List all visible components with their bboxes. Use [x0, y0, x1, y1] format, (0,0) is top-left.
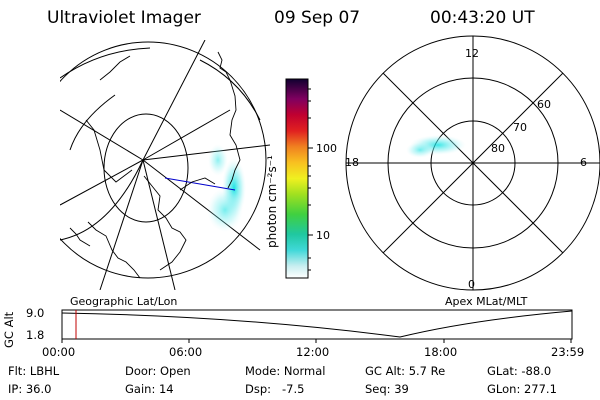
apex-caption: Apex MLat/MLT [445, 295, 528, 308]
latitude-circle [103, 113, 189, 223]
mlt-label-0: 0 [468, 278, 475, 291]
status-mode: Mode: Normal [245, 364, 326, 378]
colorbar-unit-label: photon cm⁻²s⁻¹ [265, 155, 279, 248]
status-seq: Seq: 39 [365, 382, 409, 396]
track-xtick: 12:00 [296, 345, 330, 359]
track-xtick: 18:00 [424, 345, 458, 359]
status-dsp: Dsp: -7.5 [245, 382, 305, 396]
date-label: 09 Sep 07 [274, 8, 361, 28]
orbit-track [164, 177, 236, 191]
mlt-label-6: 6 [580, 156, 587, 169]
mlat-label-60: 60 [537, 98, 551, 111]
track-xtick: 06:00 [169, 345, 203, 359]
track-xtick: 23:59 [551, 345, 585, 359]
altitude-track-panel [61, 309, 573, 343]
earth-limb [60, 41, 267, 279]
coastlines [69, 51, 241, 279]
colorbar-ticks [308, 88, 313, 271]
polar-mlt-panel [345, 35, 600, 291]
mlat-label-70: 70 [513, 121, 527, 134]
meridian-grid [60, 40, 270, 290]
status-glat: GLat: -88.0 [487, 364, 552, 378]
instrument-title: Ultraviolet Imager [47, 8, 201, 28]
geographic-caption: Geographic Lat/Lon [70, 295, 178, 308]
status-gain: Gain: 14 [125, 382, 174, 396]
track-xtick: 00:00 [42, 345, 76, 359]
status-flt: Flt: LBHL [8, 364, 60, 378]
status-door: Door: Open [125, 364, 191, 378]
status-ip: IP: 36.0 [8, 382, 52, 396]
mlt-label-18: 18 [345, 156, 359, 169]
track-ylabel: GC Alt [2, 311, 16, 348]
track-ytick: 9.0 [26, 306, 45, 320]
time-label: 00:43:20 UT [430, 8, 535, 28]
colorbar-tick-label: 10 [316, 229, 330, 242]
geographic-map-panel [60, 40, 270, 290]
mlt-label-12: 12 [465, 47, 479, 60]
track-ytick: 1.8 [26, 328, 45, 342]
colorbar [285, 78, 309, 279]
mlat-label-80: 80 [491, 142, 505, 155]
colorbar-tick-label: 100 [316, 142, 337, 155]
status-glon: GLon: 277.1 [487, 382, 557, 396]
altitude-curve [61, 310, 573, 338]
status-gc-alt: GC Alt: 5.7 Re [365, 364, 446, 378]
